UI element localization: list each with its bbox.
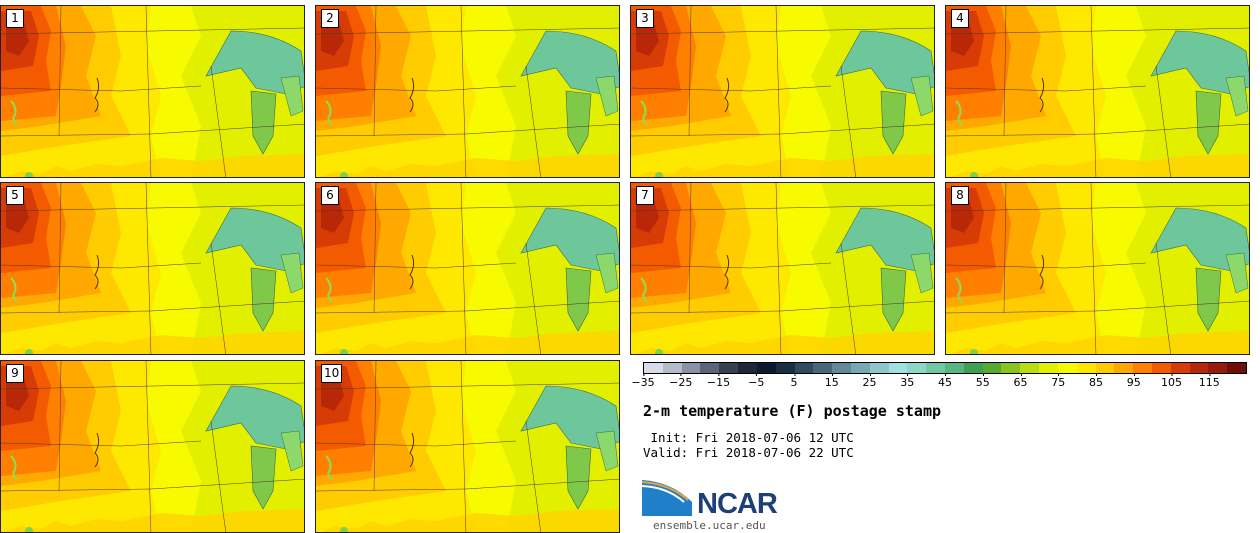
colorbar-tick-label: 115 (1198, 373, 1220, 389)
colorbar-segment (756, 363, 776, 373)
panel-10: 10 (315, 360, 620, 533)
colorbar-segment (850, 363, 870, 373)
colorbar-segment (869, 363, 889, 373)
colorbar-tick-label: 75 (1051, 373, 1066, 389)
site-url: ensemble.ucar.edu (653, 519, 766, 532)
panel-label: 1 (6, 9, 24, 28)
logo-wordmark: NCAR (697, 488, 778, 520)
colorbar-segment (1001, 363, 1021, 373)
panel-label: 8 (951, 186, 969, 205)
colorbar-tick-label: 5 (790, 373, 798, 389)
plot-title: 2-m temperature (F) postage stamp (643, 402, 942, 420)
colorbar-segment (700, 363, 720, 373)
colorbar-tick-label: −5 (748, 373, 765, 389)
colorbar-tick-label: 65 (1013, 373, 1028, 389)
panel-label: 3 (636, 9, 654, 28)
init-time: Init: Fri 2018-07-06 12 UTC (643, 430, 854, 445)
panel-label: 5 (6, 186, 24, 205)
colorbar-segment (982, 363, 1002, 373)
temperature-map (1, 361, 304, 532)
panel-2: 2 (315, 5, 620, 178)
colorbar-tick-label: 15 (824, 373, 839, 389)
panel-7: 7 (630, 182, 935, 355)
temperature-map (1, 183, 304, 354)
colorbar-segment (794, 363, 814, 373)
panel-8: 8 (945, 182, 1250, 355)
colorbar-segment (926, 363, 945, 373)
temperature-map (316, 183, 619, 354)
colorbar-segment (1170, 363, 1190, 373)
colorbar-segment (1057, 363, 1077, 373)
panel-4: 4 (945, 5, 1250, 178)
colorbar-segment (775, 363, 795, 373)
temperature-map (631, 183, 934, 354)
colorbar-segment (738, 363, 757, 373)
colorbar-segment (888, 363, 908, 373)
colorbar-segment (1151, 363, 1171, 373)
panel-label: 9 (6, 364, 24, 383)
panel-label: 7 (636, 186, 654, 205)
colorbar-segment (963, 363, 983, 373)
colorbar-tick-label: 35 (900, 373, 915, 389)
temperature-map (316, 6, 619, 177)
colorbar-tick-label: 95 (1126, 373, 1141, 389)
colorbar-segment (1095, 363, 1115, 373)
panel-3: 3 (630, 5, 935, 178)
panel-label: 4 (951, 9, 969, 28)
ncar-logo-icon (642, 480, 692, 516)
valid-time: Valid: Fri 2018-07-06 22 UTC (643, 445, 854, 460)
colorbar-tick-label: −15 (706, 373, 731, 389)
colorbar-tick-label: −35 (631, 373, 655, 389)
colorbar-tick-label: 85 (1089, 373, 1103, 389)
colorbar-tick-label: 105 (1161, 373, 1182, 389)
temperature-map (1, 6, 304, 177)
panel-6: 6 (315, 182, 620, 355)
colorbar-segment (1039, 363, 1058, 373)
colorbar-segment (719, 363, 739, 373)
colorbar-segment (1189, 363, 1209, 373)
colorbar-segment (813, 363, 833, 373)
colorbar-segment (832, 363, 851, 373)
colorbar-segment (644, 363, 663, 373)
colorbar-segment (681, 363, 701, 373)
colorbar-tick-label: 55 (975, 373, 990, 389)
colorbar-segment (945, 363, 964, 373)
colorbar-segment (907, 363, 927, 373)
panel-label: 10 (321, 364, 343, 383)
panel-5: 5 (0, 182, 305, 355)
colorbar-segment (1076, 363, 1096, 373)
colorbar-segment (1208, 363, 1228, 373)
colorbar-segment (662, 363, 682, 373)
colorbar-ticks: −35 −25 −15 −5 5 15 25 35 45 55 65 75 85 95 105 115 (631, 373, 1247, 392)
colorbar-tick-label: −25 (669, 373, 693, 389)
colorbar-tick-label: 45 (938, 373, 952, 389)
temperature-map (946, 183, 1249, 354)
panel-label: 2 (321, 9, 339, 28)
panel-label: 6 (321, 186, 339, 205)
colorbar-tick-label: 25 (862, 373, 877, 389)
colorbar-segment (1227, 363, 1246, 373)
colorbar-segment (1020, 363, 1040, 373)
colorbar-segment (1133, 363, 1152, 373)
colorbar-segment (1114, 363, 1134, 373)
temperature-map (631, 6, 934, 177)
temperature-map (946, 6, 1249, 177)
panel-1: 1 (0, 5, 305, 178)
panel-9: 9 (0, 360, 305, 533)
temperature-map (316, 361, 619, 532)
